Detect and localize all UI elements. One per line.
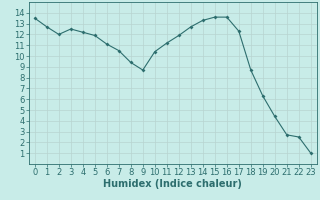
X-axis label: Humidex (Indice chaleur): Humidex (Indice chaleur) [103, 179, 242, 189]
